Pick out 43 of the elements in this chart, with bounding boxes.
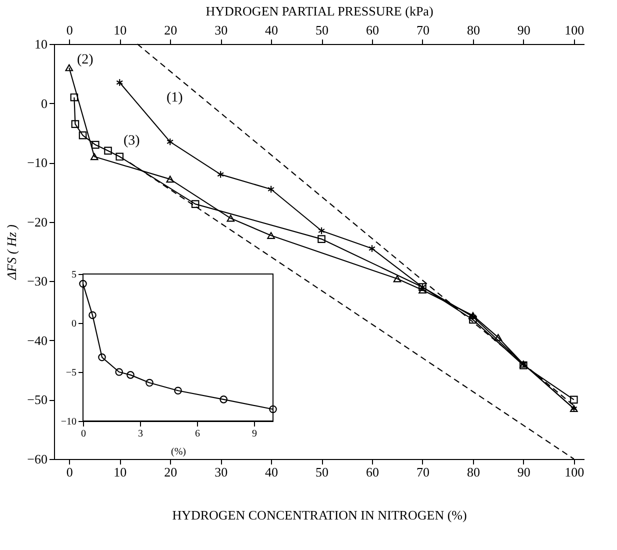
y-tick-label: 10: [34, 36, 48, 52]
y-axis-title: ΔFS ( Hz ): [4, 224, 20, 280]
series-label: (2): [76, 52, 94, 68]
x-tick-label: 0: [81, 428, 86, 440]
x-tick-label: 9: [252, 428, 257, 440]
x-tick-label: 6: [195, 428, 200, 440]
x-tick-label: 90: [517, 464, 530, 480]
y-tick-label: −10: [60, 416, 76, 428]
x2-tick-label: 40: [265, 22, 278, 38]
x2-tick-label: 20: [164, 22, 178, 38]
x2-tick-label: 70: [416, 22, 430, 38]
y-tick-label: 5: [72, 270, 76, 280]
y-tick-label: 0: [41, 96, 48, 111]
x2-tick-label: 50: [316, 22, 329, 38]
x-tick-label: 10: [114, 464, 127, 480]
x-tick-label: 60: [366, 464, 379, 480]
x2-tick-label: 100: [564, 22, 584, 38]
x-tick-label: 20: [164, 464, 178, 480]
x2-tick-label: 80: [466, 22, 480, 38]
y-tick-label: −50: [27, 392, 48, 408]
y-tick-label: −40: [27, 332, 48, 348]
x-tick-label: 40: [265, 464, 278, 480]
series-label: (3): [123, 134, 140, 149]
y-tick-label: −10: [27, 155, 48, 170]
x-axis-title: HYDROGEN CONCENTRATION IN NITROGEN (%): [172, 508, 467, 522]
y-tick-label: −5: [66, 368, 76, 378]
y-tick-label: −60: [27, 452, 48, 466]
x2-axis-title: HYDROGEN PARTIAL PRESSURE (kPa): [206, 4, 434, 18]
x-tick-label: 70: [416, 464, 430, 480]
x-tick-label: 30: [214, 464, 228, 480]
series-label: (1): [166, 90, 184, 106]
x2-tick-label: 90: [517, 22, 530, 38]
x-tick-label: 3: [138, 428, 143, 440]
x2-tick-label: 60: [366, 22, 379, 38]
x-tick-label: 100: [564, 464, 584, 480]
x2-tick-label: 30: [214, 22, 228, 38]
x-tick-label: 80: [466, 464, 480, 480]
x2-tick-label: 10: [114, 22, 127, 38]
y-tick-label: −30: [27, 274, 48, 289]
y-tick-label: 0: [72, 318, 76, 330]
x-axis-title: (%): [171, 446, 186, 458]
x-tick-label: 50: [316, 464, 329, 480]
y-tick-label: −20: [27, 214, 48, 230]
